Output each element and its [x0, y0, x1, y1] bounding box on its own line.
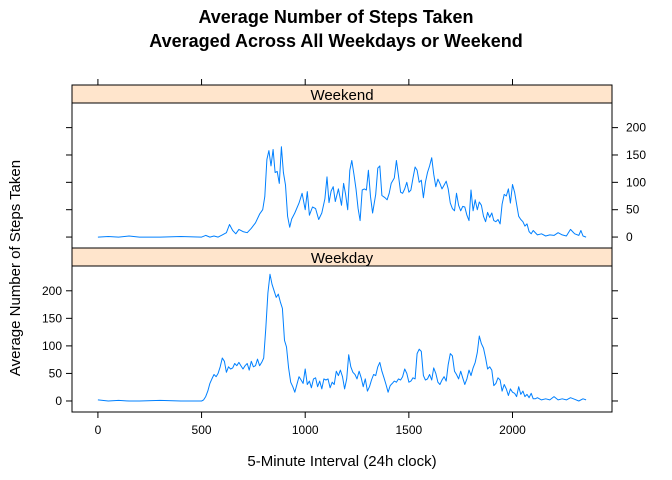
y-tick-label-weekday-150: 150 — [42, 311, 62, 325]
series-line-weekday — [97, 273, 587, 402]
strip-label-weekend: Weekend — [310, 87, 373, 104]
panels: Weekend Weekday — [71, 84, 613, 413]
y-tick-label-weekday-50: 50 — [49, 366, 63, 380]
x-tick-label-2000: 2000 — [499, 423, 526, 437]
series-line-weekend — [97, 146, 587, 238]
y-tick-label-weekend-150: 150 — [626, 148, 646, 162]
plot-frame-weekday — [71, 265, 613, 413]
y-tick-label-weekend-50: 50 — [626, 203, 640, 217]
x-axis: 0 500 1000 1500 2000 — [95, 79, 526, 437]
panel-weekday: Weekday — [71, 247, 613, 413]
x-axis-label: 5-Minute Interval (24h clock) — [247, 453, 436, 470]
y-tick-label-weekday-100: 100 — [42, 339, 62, 353]
y-tick-label-weekday-0: 0 — [55, 394, 62, 408]
x-tick-label-1500: 1500 — [396, 423, 423, 437]
strip-label-weekday: Weekday — [311, 250, 374, 267]
x-tick-label-500: 500 — [192, 423, 212, 437]
panel-weekend: Weekend — [71, 84, 613, 249]
y-tick-label-weekday-200: 200 — [42, 284, 62, 298]
chart-title-line-2: Averaged Across All Weekdays or Weekend — [149, 31, 523, 51]
x-tick-label-0: 0 — [95, 423, 102, 437]
y-axis-label: Average Number of Steps Taken — [7, 160, 24, 376]
chart-title-line-1: Average Number of Steps Taken — [198, 7, 473, 27]
y-tick-label-weekend-100: 100 — [626, 175, 646, 189]
plot-frame-weekend — [71, 102, 613, 249]
y-tick-label-weekend-0: 0 — [626, 230, 633, 244]
y-axes: 0 50 100 150 200 0 50 100 150 200 — [42, 121, 646, 408]
x-tick-label-1000: 1000 — [292, 423, 319, 437]
chart-title: Average Number of Steps Taken Averaged A… — [149, 7, 523, 51]
y-tick-label-weekend-200: 200 — [626, 121, 646, 135]
